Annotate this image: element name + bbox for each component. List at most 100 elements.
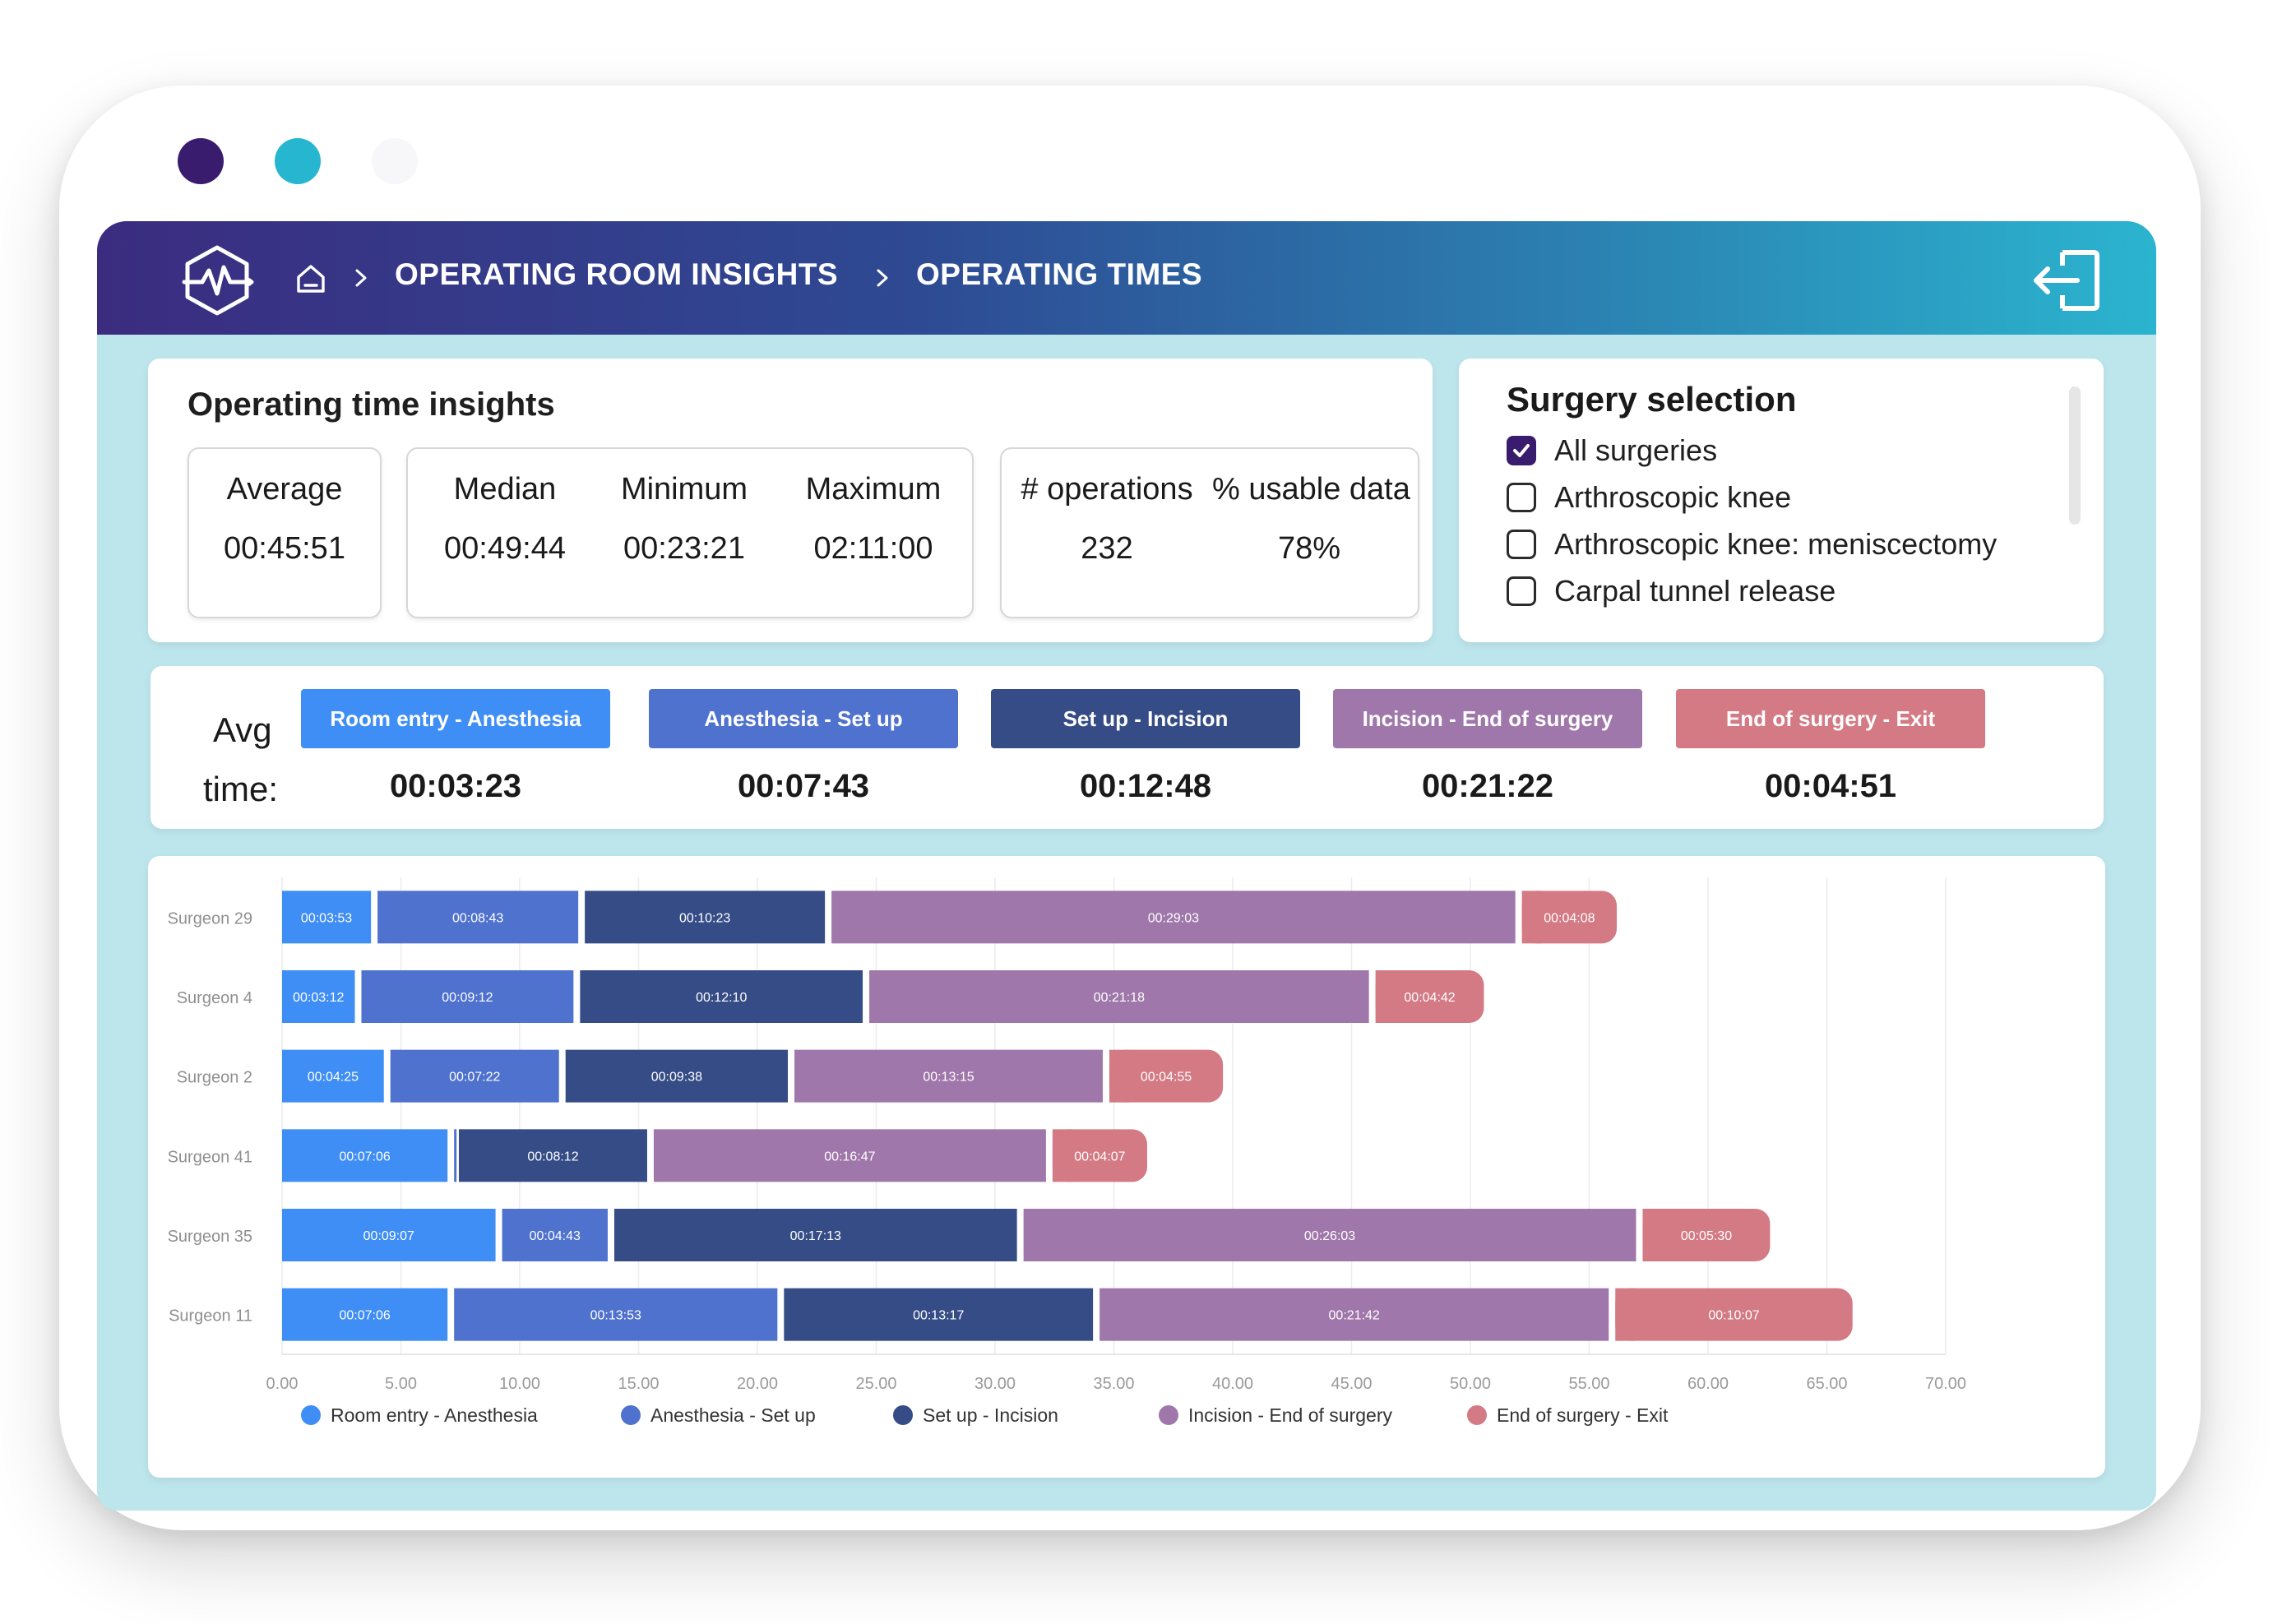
stat-label-maximum: Maximum <box>805 472 942 507</box>
stat-label-usable-data: % usable data <box>1212 472 1410 507</box>
surgery-option-label: Carpal tunnel release <box>1554 574 1836 608</box>
bar-data-label: 00:03:53 <box>301 911 352 925</box>
legend-marker <box>301 1405 321 1425</box>
legend-label: End of surgery - Exit <box>1497 1404 1669 1426</box>
bar-data-label: 00:08:43 <box>452 911 503 925</box>
bar-data-label: 00:10:07 <box>1708 1309 1759 1323</box>
bar-segment <box>1521 891 1618 944</box>
bar-data-label: 00:13:15 <box>923 1071 974 1085</box>
x-tick-label: 45.00 <box>1331 1375 1372 1393</box>
x-tick-label: 50.00 <box>1450 1375 1491 1393</box>
surgery-option-label: Arthroscopic knee: meniscectomy <box>1554 527 1998 561</box>
bar-segment <box>458 1129 647 1182</box>
legend-marker <box>1467 1405 1487 1425</box>
bar-segment <box>1642 1209 1771 1261</box>
operating-time-insights-card: Operating time insights Average 00:45:51… <box>148 359 1433 642</box>
legend-label: Anesthesia - Set up <box>650 1404 816 1426</box>
y-category-label: Surgeon 4 <box>177 989 252 1007</box>
checkbox-checked-icon[interactable] <box>1507 436 1536 465</box>
bar-data-label: 00:08:12 <box>527 1150 578 1164</box>
bar-segment <box>282 891 372 944</box>
bar-segment <box>502 1209 608 1261</box>
bar-segment <box>613 1209 1017 1261</box>
bar-data-label: 00:12:10 <box>696 991 747 1005</box>
phase-time-room-entry: 00:03:23 <box>389 768 522 804</box>
stat-label-minimum: Minimum <box>620 472 748 507</box>
bar-data-label: 00:03:12 <box>293 991 344 1005</box>
bar-segment <box>831 891 1516 944</box>
bar-data-label: 00:17:13 <box>790 1229 841 1243</box>
surgery-option-arthroscopic-knee[interactable]: Arthroscopic knee <box>1507 479 1791 516</box>
heartbeat-hexagon-logo-icon[interactable] <box>179 243 255 318</box>
bar-data-label: 00:04:42 <box>1404 991 1455 1005</box>
stat-value-operations: 232 <box>1081 531 1133 566</box>
surgery-option-carpal-tunnel[interactable]: Carpal tunnel release <box>1507 573 1836 609</box>
surgery-option-meniscectomy[interactable]: Arthroscopic knee: meniscectomy <box>1507 526 1997 562</box>
x-tick-label: 30.00 <box>974 1375 1016 1393</box>
surgery-option-label: All surgeries <box>1554 433 1718 467</box>
surgery-option-all[interactable]: All surgeries <box>1507 433 1717 469</box>
app-screen: OPERATING ROOM INSIGHTS OPERATING TIMES … <box>97 221 2156 1511</box>
bar-segment <box>1099 1288 1609 1341</box>
phase-time-end: 00:04:51 <box>1764 768 1897 804</box>
bar-data-label: 00:09:07 <box>363 1229 414 1243</box>
bar-segment <box>282 1209 496 1261</box>
checkbox-icon[interactable] <box>1507 576 1536 606</box>
bar-segment <box>454 1129 457 1182</box>
bar-data-label: 00:10:23 <box>679 911 730 925</box>
surgery-option-label: Arthroscopic knee <box>1554 480 1792 514</box>
bar-segment <box>580 970 863 1023</box>
x-tick-label: 5.00 <box>385 1375 417 1393</box>
x-tick-label: 15.00 <box>618 1375 659 1393</box>
bar-data-label: 00:05:30 <box>1681 1229 1732 1243</box>
top-navigation-bar: OPERATING ROOM INSIGHTS OPERATING TIMES <box>97 221 2156 335</box>
bar-segment <box>1375 970 1484 1023</box>
bar-segment <box>1615 1288 1853 1341</box>
bar-data-label: 00:21:42 <box>1329 1309 1380 1323</box>
phase-end-exit[interactable]: End of surgery - Exit <box>1676 689 1985 748</box>
legend-label: Incision - End of surgery <box>1188 1404 1393 1426</box>
bar-segment <box>653 1129 1046 1182</box>
stat-value-median: 00:49:44 <box>444 531 566 566</box>
legend-marker <box>893 1405 913 1425</box>
home-icon[interactable] <box>294 262 327 295</box>
bar-segment <box>869 970 1369 1023</box>
bar-data-label: 00:04:43 <box>530 1229 581 1243</box>
breadcrumb-operating-room-insights[interactable]: OPERATING ROOM INSIGHTS <box>395 257 839 291</box>
bar-data-label: 00:13:53 <box>590 1309 641 1323</box>
avg-label-line2: time: <box>203 770 279 808</box>
bar-data-label: 00:13:17 <box>913 1309 964 1323</box>
x-tick-label: 55.00 <box>1568 1375 1609 1393</box>
bar-segment <box>282 970 355 1023</box>
phase-incision-end[interactable]: Incision - End of surgery <box>1333 689 1642 748</box>
legend-label: Set up - Incision <box>923 1404 1058 1426</box>
selection-scrollbar[interactable] <box>2069 386 2081 525</box>
bar-segment <box>454 1288 778 1341</box>
median-min-max-stat-box: Median 00:49:44 Minimum 00:23:21 Maximum… <box>406 447 974 618</box>
checkbox-icon[interactable] <box>1507 530 1536 559</box>
bar-segment-cap <box>1375 970 1396 1023</box>
y-category-label: Surgeon 2 <box>177 1069 252 1087</box>
logout-icon[interactable] <box>2030 248 2102 313</box>
chevron-right-icon <box>355 269 367 287</box>
phase-time-incision: 00:21:22 <box>1421 768 1554 804</box>
phase-anesthesia-setup[interactable]: Anesthesia - Set up <box>649 689 958 748</box>
window-dot-faint <box>372 138 418 184</box>
phase-time-setup: 00:12:48 <box>1079 768 1212 804</box>
legend-marker <box>1159 1405 1178 1425</box>
phase-room-entry-anesthesia[interactable]: Room entry - Anesthesia <box>301 689 610 748</box>
x-tick-label: 70.00 <box>1925 1375 1966 1393</box>
bar-segment-cap <box>1521 891 1542 944</box>
x-tick-label: 65.00 <box>1806 1375 1847 1393</box>
stat-label-median: Median <box>453 472 557 507</box>
chevron-right-icon <box>877 269 888 287</box>
bar-segment-cap <box>1052 1129 1072 1182</box>
breadcrumb-operating-times[interactable]: OPERATING TIMES <box>916 257 1203 291</box>
bar-data-label: 00:16:47 <box>824 1150 875 1164</box>
avg-label-line1: Avg <box>213 710 272 749</box>
x-tick-label: 40.00 <box>1212 1375 1253 1393</box>
surgery-selection-title: Surgery selection <box>1507 380 1797 419</box>
phase-setup-incision[interactable]: Set up - Incision <box>991 689 1300 748</box>
checkbox-icon[interactable] <box>1507 483 1536 512</box>
bar-segment-cap <box>1109 1049 1129 1103</box>
